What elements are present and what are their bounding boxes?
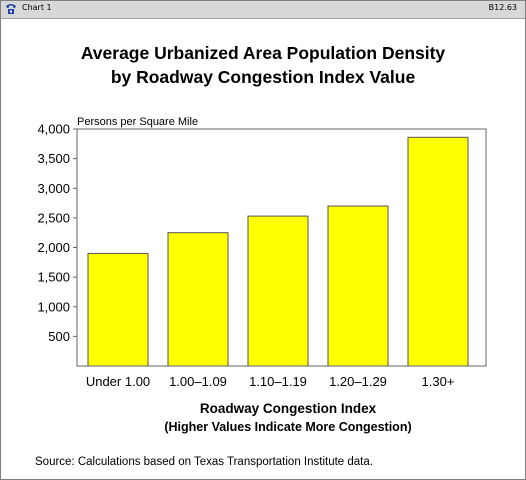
x-tick-label: 1.20–1.29 xyxy=(329,374,387,389)
bar xyxy=(407,136,469,367)
y-tick-label: 2,000 xyxy=(37,240,70,255)
bar xyxy=(327,205,389,367)
x-axis-label: Roadway Congestion Index xyxy=(200,401,377,416)
bars xyxy=(87,136,469,367)
y-tick-label: 1,500 xyxy=(37,270,70,285)
x-axis-ticks: Under 1.00 1.00–1.09 1.10–1.19 1.20–1.29 1.3… xyxy=(86,374,455,389)
x-tick-label: 1.30+ xyxy=(422,374,455,389)
phone-icon xyxy=(6,4,16,14)
window-code: B12.63 xyxy=(488,3,517,12)
chart: Average Urbanized Area Population Densit… xyxy=(35,43,487,468)
chart-title-line-2: by Roadway Congestion Index Value xyxy=(111,67,416,87)
plot-frame xyxy=(76,128,487,367)
title-bar: Chart 1 B12.63 xyxy=(1,1,525,19)
x-tick-label: 1.10–1.19 xyxy=(249,374,307,389)
y-tick-label: 1,000 xyxy=(37,299,70,314)
chart-title-line-1: Average Urbanized Area Population Densit… xyxy=(81,43,446,63)
window-title: Chart 1 xyxy=(22,3,52,12)
y-tick-label: 4,000 xyxy=(37,122,70,137)
x-tick-label: Under 1.00 xyxy=(86,374,150,389)
y-tick-label: 2,500 xyxy=(37,210,70,225)
y-unit-label: Persons per Square Mile xyxy=(77,116,198,128)
y-tick-label: 3,500 xyxy=(37,151,70,166)
y-tick-label: 500 xyxy=(48,329,70,344)
bar xyxy=(247,215,309,367)
y-axis-ticks: 500 1,000 1,500 2,000 2,500 3,000 3,500 4,000 xyxy=(37,122,77,344)
bar xyxy=(87,252,149,367)
y-tick-label: 3,000 xyxy=(37,181,70,196)
x-tick-label: 1.00–1.09 xyxy=(169,374,227,389)
bar xyxy=(167,232,229,367)
source-note: Source: Calculations based on Texas Tran… xyxy=(35,456,373,468)
x-axis-sublabel: (Higher Values Indicate More Congestion) xyxy=(164,420,411,434)
